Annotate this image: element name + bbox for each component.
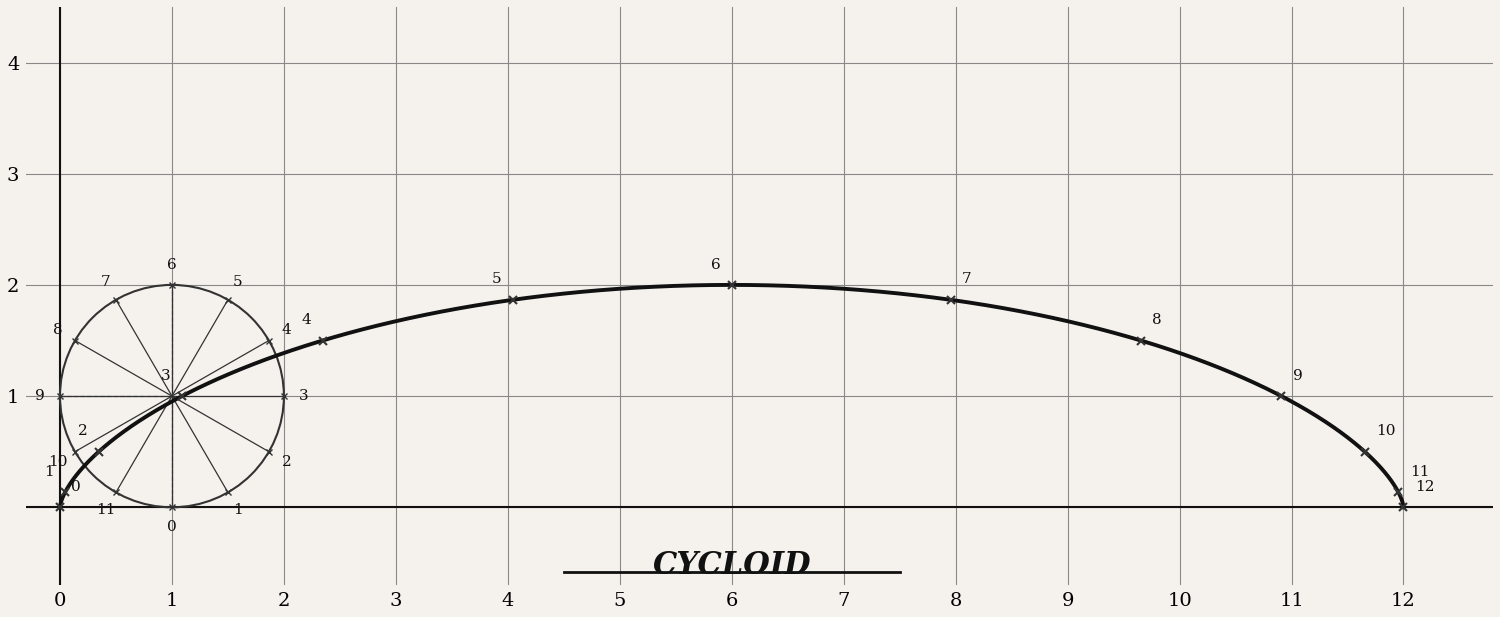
Text: 6: 6 xyxy=(711,257,720,271)
Text: 11: 11 xyxy=(1410,465,1430,479)
Text: 8: 8 xyxy=(1152,313,1161,327)
Text: 5: 5 xyxy=(232,275,243,289)
Text: 12: 12 xyxy=(1414,480,1434,494)
Text: 3: 3 xyxy=(298,389,309,403)
Text: 11: 11 xyxy=(96,503,116,516)
Text: 7: 7 xyxy=(962,273,972,286)
Text: CYCLOID: CYCLOID xyxy=(652,550,812,581)
Text: 2: 2 xyxy=(282,455,291,469)
Text: 4: 4 xyxy=(282,323,291,337)
Text: 1: 1 xyxy=(44,465,54,479)
Text: 0: 0 xyxy=(166,520,177,534)
Text: 9: 9 xyxy=(1293,369,1302,383)
Text: 8: 8 xyxy=(53,323,63,337)
Text: 1: 1 xyxy=(232,503,243,516)
Text: 10: 10 xyxy=(1376,424,1395,438)
Text: 0: 0 xyxy=(70,480,81,494)
Text: 6: 6 xyxy=(166,258,177,272)
Text: 10: 10 xyxy=(48,455,68,469)
Text: 7: 7 xyxy=(100,275,111,289)
Text: 5: 5 xyxy=(492,273,501,286)
Text: 3: 3 xyxy=(160,369,171,383)
Text: 9: 9 xyxy=(34,389,45,403)
Text: 4: 4 xyxy=(302,313,312,327)
Text: 2: 2 xyxy=(78,424,87,438)
